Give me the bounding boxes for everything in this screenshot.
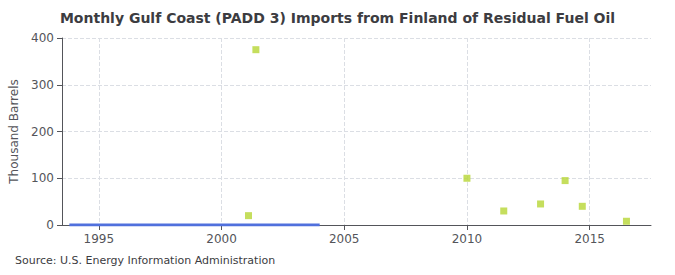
svg-text:100: 100 xyxy=(31,171,54,185)
svg-text:2015: 2015 xyxy=(574,232,605,246)
svg-text:0: 0 xyxy=(46,218,54,232)
svg-text:Thousand Barrels: Thousand Barrels xyxy=(7,79,21,184)
svg-text:400: 400 xyxy=(31,31,54,45)
svg-text:2005: 2005 xyxy=(329,232,360,246)
svg-text:Source: U.S. Energy Informatio: Source: U.S. Energy Information Administ… xyxy=(15,254,275,267)
svg-text:2000: 2000 xyxy=(206,232,237,246)
svg-text:2010: 2010 xyxy=(452,232,483,246)
svg-text:300: 300 xyxy=(31,78,54,92)
svg-text:200: 200 xyxy=(31,125,54,139)
svg-text:1995: 1995 xyxy=(84,232,115,246)
svg-text:Monthly Gulf Coast (PADD 3) Im: Monthly Gulf Coast (PADD 3) Imports from… xyxy=(60,10,615,26)
